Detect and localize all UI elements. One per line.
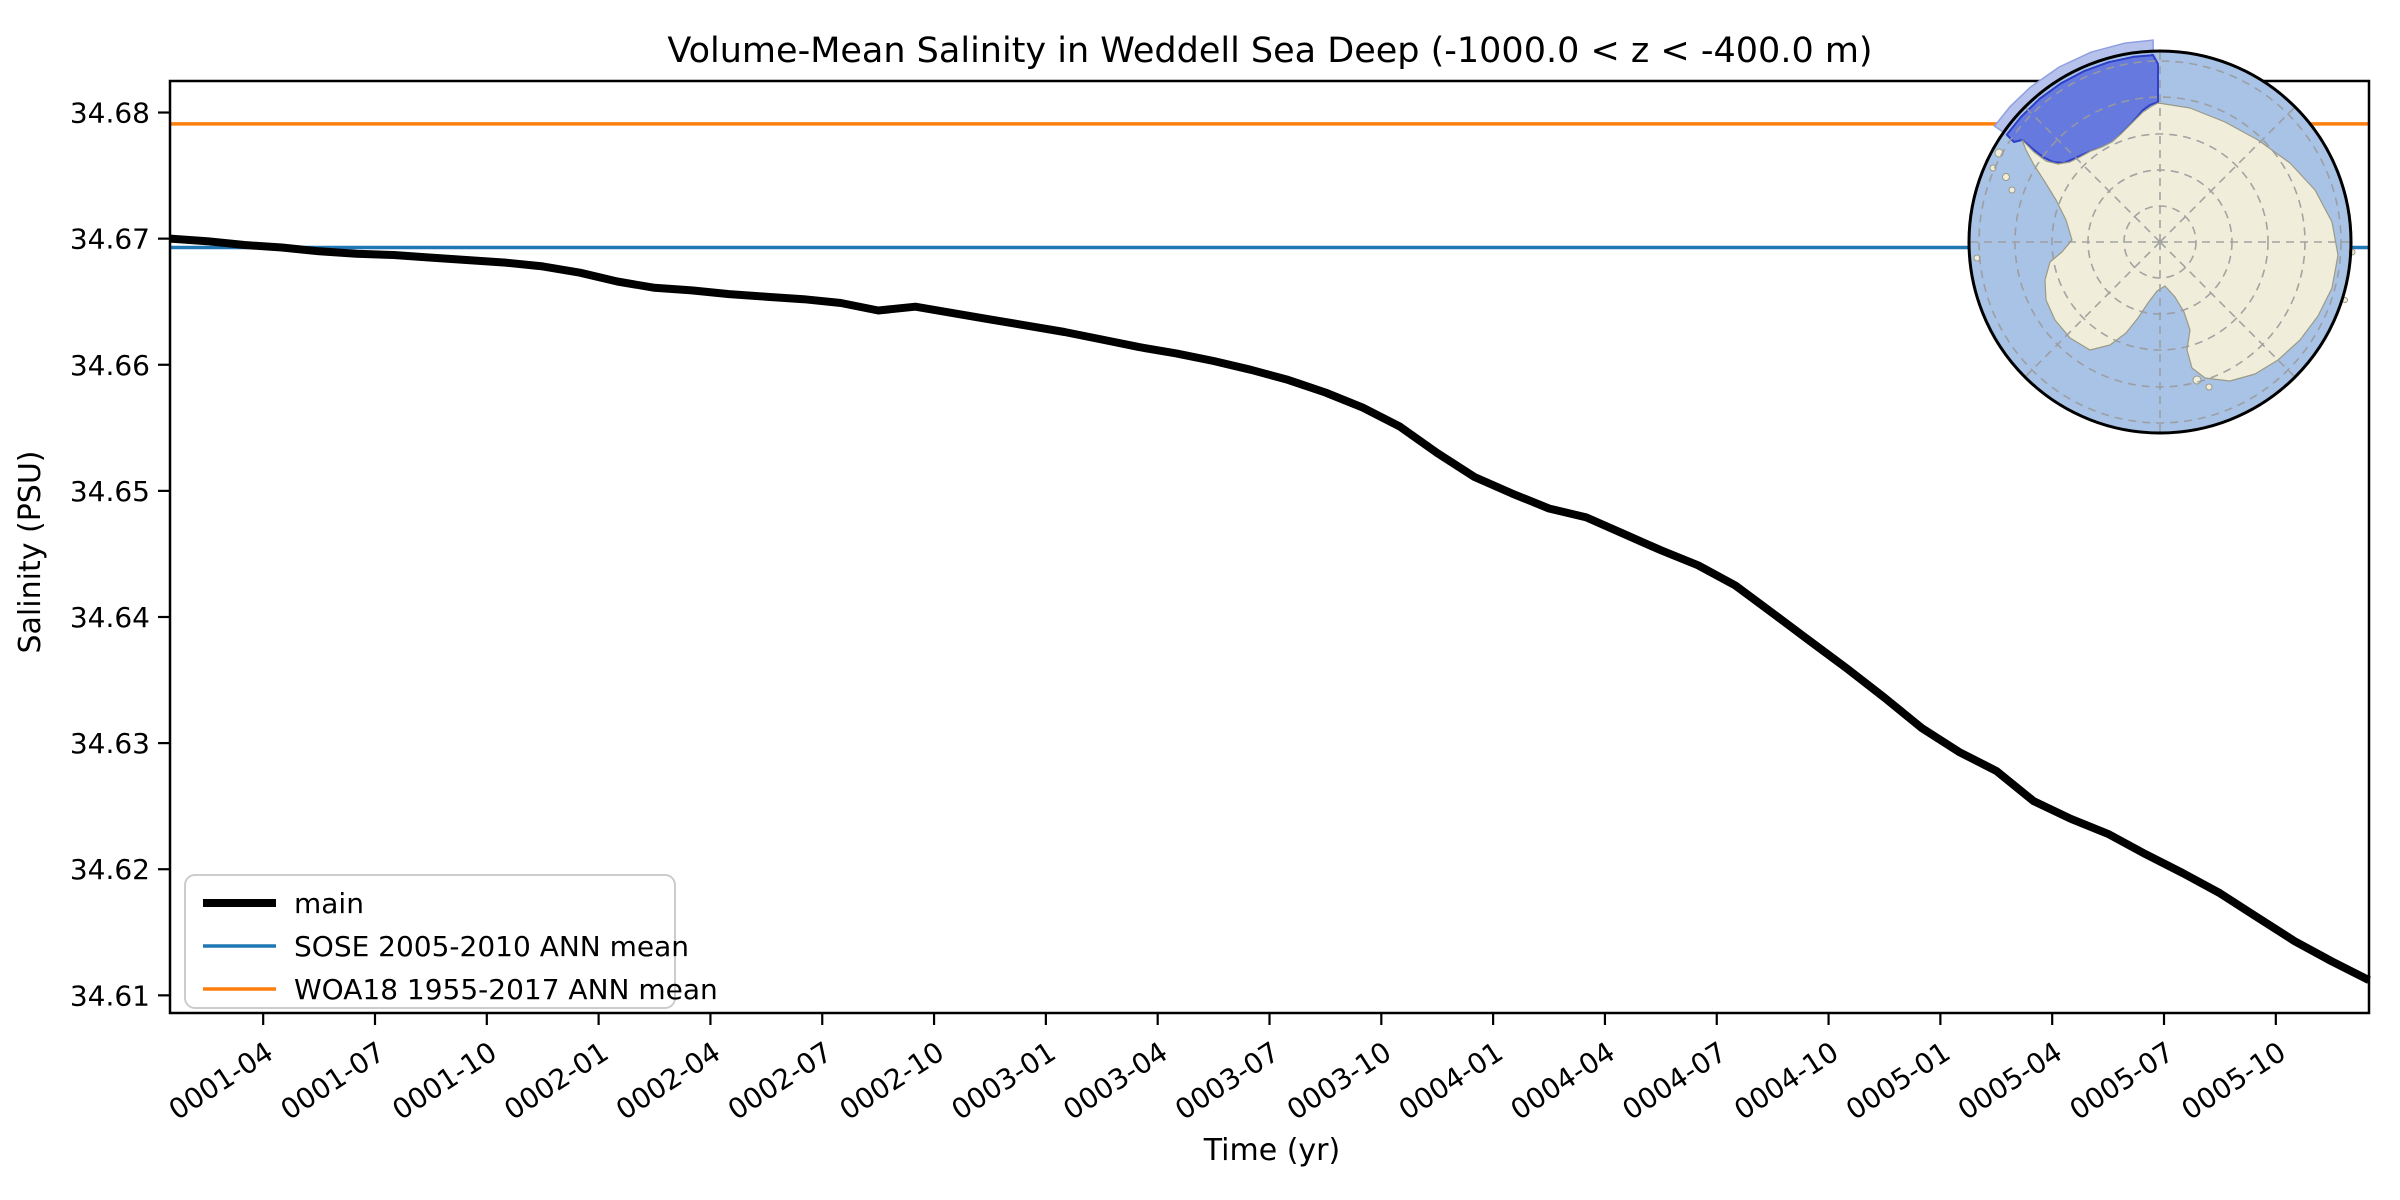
map-island bbox=[2002, 173, 2010, 181]
x-tick-label: 0002-04 bbox=[610, 1035, 726, 1126]
x-tick-label: 0003-04 bbox=[1057, 1035, 1173, 1126]
main-series-line bbox=[169, 234, 2371, 984]
x-tick-label: 0001-07 bbox=[275, 1035, 391, 1126]
legend-label-sose: SOSE 2005-2010 ANN mean bbox=[294, 930, 689, 963]
map-island bbox=[2192, 375, 2202, 385]
map-island bbox=[2008, 186, 2016, 194]
y-tick-label: 34.61 bbox=[70, 979, 150, 1012]
y-tick-label: 34.63 bbox=[70, 727, 150, 760]
x-tick-label: 0003-10 bbox=[1281, 1035, 1397, 1126]
y-tick-label: 34.67 bbox=[70, 223, 150, 256]
y-tick-label: 34.66 bbox=[70, 349, 150, 382]
x-tick-label: 0001-04 bbox=[163, 1035, 279, 1126]
x-tick-label: 0002-07 bbox=[722, 1035, 838, 1126]
map-boundary-circle bbox=[1967, 49, 2353, 435]
map-island bbox=[2205, 383, 2213, 391]
y-tick-label: 34.65 bbox=[70, 475, 150, 508]
x-tick-label: 0005-01 bbox=[1840, 1035, 1956, 1126]
x-tick-label: 0003-07 bbox=[1169, 1035, 1285, 1126]
legend-box bbox=[184, 874, 676, 1009]
y-axis-label: Salinity (PSU) bbox=[13, 451, 48, 654]
x-axis-label: Time (yr) bbox=[1203, 1133, 1340, 1168]
antarctica-inset-map bbox=[1967, 39, 2356, 435]
y-tick-label: 34.64 bbox=[70, 601, 150, 634]
map-island bbox=[1989, 164, 1997, 172]
y-tick-label: 34.68 bbox=[70, 97, 150, 130]
legend-label-woa18: WOA18 1955-2017 ANN mean bbox=[294, 973, 718, 1006]
legend: main SOSE 2005-2010 ANN mean WOA18 1955-… bbox=[184, 874, 718, 1009]
x-tick-label: 0002-01 bbox=[498, 1035, 614, 1126]
x-tick-label: 0004-07 bbox=[1616, 1035, 1732, 1126]
chart-title: Volume-Mean Salinity in Weddell Sea Deep… bbox=[667, 31, 1872, 71]
map-graticule bbox=[1969, 51, 2351, 433]
x-tick-label: 0004-04 bbox=[1505, 1035, 1621, 1126]
x-tick-label: 0004-10 bbox=[1728, 1035, 1844, 1126]
x-tick-label: 0005-04 bbox=[1952, 1035, 2068, 1126]
y-tick-label: 34.62 bbox=[70, 853, 150, 886]
x-tick-label: 0005-10 bbox=[2176, 1035, 2292, 1126]
x-tick-label: 0002-10 bbox=[834, 1035, 950, 1126]
x-tick-label: 0004-01 bbox=[1393, 1035, 1509, 1126]
x-tick-label: 0003-01 bbox=[946, 1035, 1062, 1126]
legend-label-main: main bbox=[294, 887, 364, 920]
x-tick-label: 0005-07 bbox=[2064, 1035, 2180, 1126]
x-tick-label: 0001-10 bbox=[387, 1035, 503, 1126]
